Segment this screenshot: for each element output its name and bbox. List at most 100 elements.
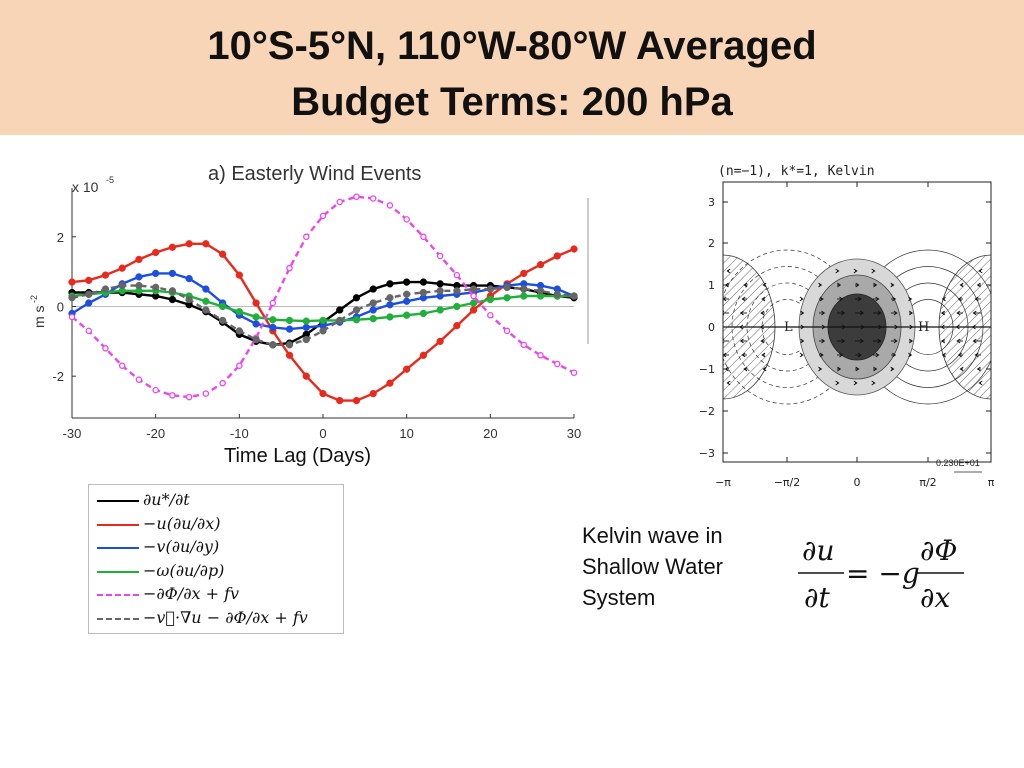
wind-arrow-head	[859, 338, 864, 344]
legend-entry: −v⃗·∇u − ∂Φ/∂x + fv	[95, 607, 340, 629]
diagram-y-tick: 3	[708, 196, 715, 209]
data-point	[486, 285, 494, 293]
data-point	[269, 299, 277, 307]
wind-arrow-head	[978, 380, 983, 386]
data-point	[336, 198, 343, 206]
wind-arrow-head	[957, 296, 962, 302]
data-point	[235, 308, 243, 316]
wind-arrow-head	[762, 366, 767, 372]
data-point	[369, 285, 377, 293]
wind-arrow-head	[739, 310, 744, 316]
data-point	[152, 269, 160, 278]
data-point	[152, 248, 160, 257]
diagram-y-tick: −3	[699, 447, 715, 460]
data-point	[219, 379, 226, 387]
y-axis-label-power: -2	[29, 295, 39, 303]
data-point	[469, 299, 478, 307]
data-point	[68, 313, 76, 321]
wind-arrow-head	[726, 380, 731, 386]
data-point	[503, 327, 511, 335]
data-point	[319, 389, 327, 398]
data-point	[520, 269, 528, 278]
data-point	[285, 316, 294, 325]
wind-arrow-head	[841, 310, 846, 316]
data-point	[85, 290, 93, 298]
series-4	[68, 193, 578, 401]
data-point	[168, 269, 177, 278]
wind-arrow-head	[974, 296, 979, 302]
data-point	[436, 280, 444, 288]
data-point	[336, 316, 344, 325]
series-3	[68, 287, 578, 325]
x-tick-label: -20	[146, 426, 165, 441]
wind-arrow-head	[974, 352, 979, 358]
data-point	[369, 315, 377, 323]
diagram-axes: 3 2 1 0 −1 −2 −3 −π −π/2 0 π/2 π	[699, 181, 995, 489]
wind-arrow-head	[762, 282, 767, 288]
wind-arrow-head	[877, 338, 882, 344]
wind-arrow-head	[800, 338, 805, 344]
wind-arrow-head	[956, 310, 961, 316]
data-point	[135, 281, 143, 290]
wind-arrow-head	[761, 352, 766, 358]
data-point	[85, 327, 92, 335]
data-point	[285, 351, 294, 359]
data-point	[570, 245, 578, 253]
data-point	[218, 302, 227, 311]
data-point	[537, 352, 544, 359]
wind-arrow-head	[871, 380, 876, 386]
legend-entry: −∂Φ/∂x + fv	[95, 583, 340, 605]
wind-arrow-head	[972, 338, 977, 344]
data-point	[269, 323, 277, 332]
y-tick-label: -2	[52, 369, 64, 384]
wind-arrow-head	[892, 352, 897, 358]
wind-arrow-head	[760, 338, 765, 344]
slide-title-line-1: 10°S-5°N, 110°W-80°W Averaged	[207, 24, 817, 68]
wind-arrow-head	[800, 310, 805, 316]
x-axis-label: Time Lag (Days)	[224, 445, 372, 467]
data-point	[386, 313, 394, 321]
legend-swatch	[97, 617, 139, 620]
wind-arrow-head	[818, 366, 823, 372]
data-point	[420, 233, 427, 241]
data-point	[419, 351, 428, 359]
wind-arrow-head	[893, 310, 898, 316]
data-point	[101, 285, 110, 293]
diagram-x-tick: π	[988, 476, 995, 489]
data-point	[285, 341, 294, 349]
wind-arrow-head	[819, 352, 824, 358]
data-point	[386, 301, 394, 309]
data-point	[185, 295, 193, 304]
data-point	[469, 285, 478, 293]
legend-swatch	[97, 523, 139, 526]
wind-arrow-head	[908, 296, 913, 302]
data-point	[168, 287, 177, 295]
chart-legend: ∂u*/∂t −u(∂u/∂x) −v(∂u/∂y) −ω(∂u/∂p) −∂Φ/∂x …	[88, 484, 344, 634]
data-point	[302, 335, 310, 344]
wind-arrow-head	[890, 282, 895, 288]
wind-arrow-head	[940, 338, 946, 344]
wind-arrow-head	[857, 296, 862, 302]
data-point	[520, 341, 528, 349]
data-point	[202, 240, 210, 248]
diagram-y-tick: 0	[708, 321, 715, 334]
data-point	[436, 306, 444, 314]
legend-swatch	[97, 570, 139, 573]
wind-arrow-head	[821, 310, 826, 316]
low-label: L	[784, 320, 793, 335]
data-point	[352, 396, 361, 405]
data-point	[302, 372, 310, 380]
legend-swatch	[97, 594, 139, 596]
diagram-x-tick: −π/2	[774, 476, 801, 489]
data-point	[469, 306, 478, 314]
legend-label: −v(∂u/∂y)	[143, 537, 220, 556]
data-point	[202, 297, 210, 305]
data-point	[503, 294, 511, 302]
legend-label: −∂Φ/∂x + fv	[143, 584, 240, 603]
data-point	[185, 274, 193, 283]
data-point	[570, 292, 578, 300]
data-point	[436, 252, 444, 260]
data-point	[470, 292, 477, 300]
wind-arrow-head	[956, 338, 961, 344]
